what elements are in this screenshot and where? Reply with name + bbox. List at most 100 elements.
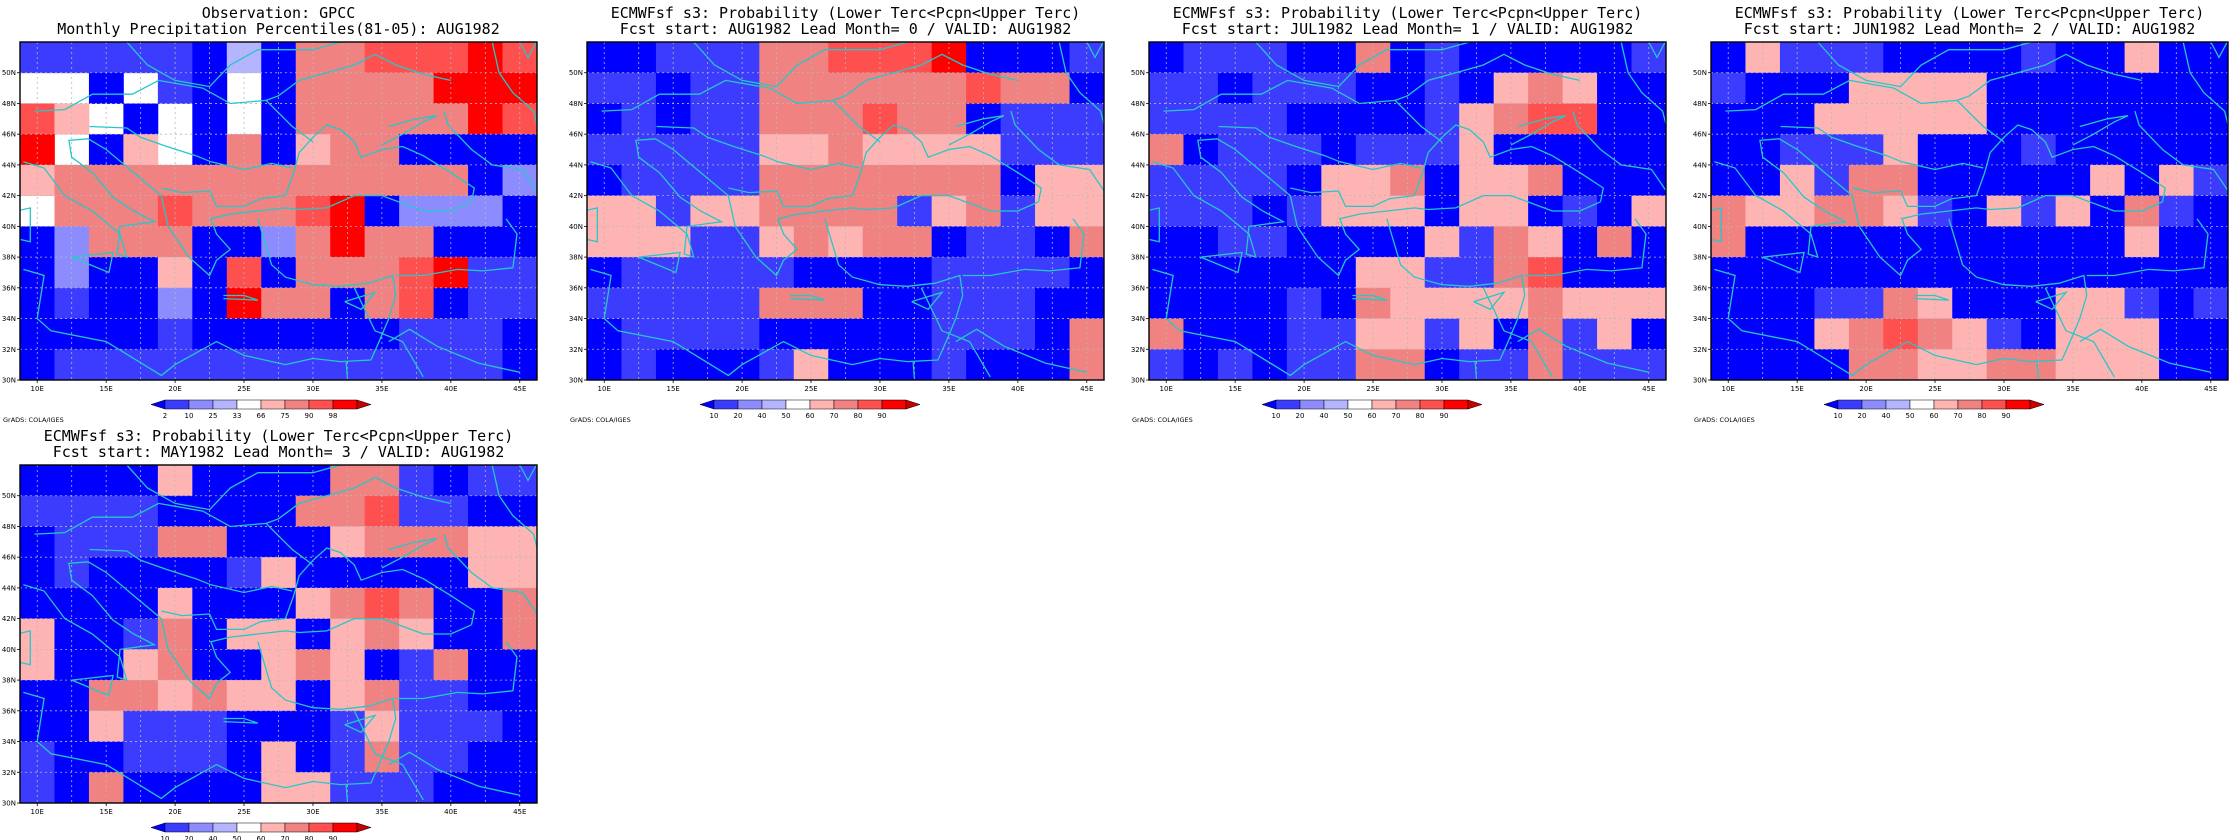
lat-tick-label: 48N: [2, 523, 16, 531]
lat-tick-label: 44N: [569, 161, 583, 169]
colorbar-segment: [164, 399, 190, 410]
colorbar-segment: [1395, 399, 1421, 410]
lon-tick-label: 25E: [1928, 385, 1941, 393]
grid-cell: [364, 195, 400, 227]
grid-cell: [793, 349, 829, 380]
colorbar-segment: [785, 399, 811, 410]
colorbar-segment: [1885, 399, 1911, 410]
colorbar-arrow-right: [2029, 399, 2045, 410]
grid-cell: [2193, 134, 2228, 166]
grid-cell: [1711, 195, 1746, 227]
colorbar-segment: [761, 399, 787, 410]
grid-cell: [1883, 195, 1919, 227]
map-content: [20, 42, 537, 380]
grid-cell: [2159, 195, 2194, 227]
grid-cell: [261, 557, 297, 589]
colorbar-segment: [1299, 399, 1325, 410]
lat-tick-label: 38N: [2, 254, 16, 262]
grid-cell: [192, 772, 228, 803]
colorbar-label: 80: [1978, 412, 1987, 420]
lon-tick-label: 10E: [1160, 385, 1173, 393]
colorbar-segment: [809, 399, 835, 410]
grads-credit: GrADS: COLA/IGES: [1132, 416, 1193, 424]
colorbar-arrow-left: [150, 822, 166, 833]
colorbar-segment: [332, 822, 358, 833]
coastline: [1852, 187, 1977, 208]
grid-cell: [1252, 164, 1288, 197]
coastline: [590, 138, 1039, 277]
grid-cell: [1848, 195, 1884, 227]
lon-tick-label: 15E: [666, 385, 679, 393]
grid-cell: [399, 134, 434, 166]
coastline: [491, 465, 537, 551]
lat-tick-label: 38N: [569, 254, 583, 262]
coastline: [519, 42, 537, 59]
colorbar-label: 90: [878, 412, 887, 420]
grid-cell: [587, 349, 622, 380]
colorbar-label: 20: [734, 412, 743, 420]
grid-cell: [1459, 134, 1495, 166]
lat-tick-label: 30N: [2, 800, 16, 808]
coastline: [1149, 207, 1160, 243]
colorbar: 10 20 40 50 60 70 80 90: [1261, 399, 1483, 420]
grid-cell: [54, 618, 90, 650]
lon-tick-label: 10E: [31, 385, 44, 393]
grid-cell: [20, 618, 55, 650]
colorbar-label: 70: [281, 835, 290, 840]
grid-cell: [587, 195, 622, 227]
lat-tick-label: 42N: [1693, 192, 1707, 200]
lat-tick-label: 42N: [569, 192, 583, 200]
coastline: [34, 79, 314, 143]
lon-tick-label: 10E: [31, 808, 44, 816]
map-frame: [19, 41, 538, 381]
panel-subtitle: Monthly Precipitation Percentiles(81-05)…: [57, 20, 500, 38]
grid-cell: [2055, 195, 2091, 227]
grid-cell: [1252, 349, 1288, 380]
lat-tick-label: 32N: [1131, 346, 1145, 354]
colorbar-label: 20: [1858, 412, 1867, 420]
lat-tick-label: 34N: [1693, 315, 1707, 323]
grid-cell: [123, 772, 159, 803]
grid-cell: [1745, 195, 1781, 227]
coastline: [71, 674, 114, 697]
coastline: [344, 291, 377, 311]
lat-tick-label: 32N: [2, 346, 16, 354]
map-content: [1711, 42, 2228, 380]
colorbar-label: 33: [233, 412, 242, 420]
grads-credit: GrADS: COLA/IGES: [570, 416, 631, 424]
grid-cell: [690, 164, 726, 197]
colorbar-segment: [737, 399, 763, 410]
coastline: [1290, 187, 1415, 208]
coastline: [955, 328, 1087, 373]
lon-tick-label: 15E: [99, 385, 112, 393]
colorbar-segment: [1443, 399, 1469, 410]
grid-cell: [295, 164, 331, 197]
panel-subtitle: Fcst start: JUL1982 Lead Month= 1 / VALI…: [1182, 20, 1634, 38]
grid-cell: [1321, 195, 1357, 227]
grid-cell: [1814, 134, 1850, 166]
lat-tick-label: 40N: [1693, 223, 1707, 231]
coastline: [161, 187, 286, 208]
grid-cell: [399, 557, 434, 589]
grid-cell: [123, 164, 159, 197]
grid-cell: [468, 195, 503, 227]
colorbar-label: 50: [782, 412, 791, 420]
panel-subtitle: Fcst start: MAY1982 Lead Month= 3 / VALI…: [53, 443, 505, 461]
lon-tick-label: 20E: [1859, 385, 1872, 393]
lat-tick-label: 36N: [2, 707, 16, 715]
coastline: [519, 465, 537, 482]
coastline: [1474, 361, 1478, 379]
grid-cell: [468, 618, 503, 650]
coastline: [1086, 42, 1104, 59]
panel-title: ECMWFsf s3: Probability (Lower Terc<Pcpn…: [1173, 4, 1643, 22]
grid-cell: [931, 195, 967, 227]
lat-tick-label: 42N: [1131, 192, 1145, 200]
lat-tick-label: 36N: [569, 284, 583, 292]
coastline: [23, 218, 397, 377]
lat-tick-label: 44N: [1131, 161, 1145, 169]
coastline: [1152, 218, 1526, 377]
lat-tick-label: 36N: [1693, 284, 1707, 292]
grid-cell: [399, 164, 434, 197]
lon-tick-label: 10E: [1722, 385, 1735, 393]
